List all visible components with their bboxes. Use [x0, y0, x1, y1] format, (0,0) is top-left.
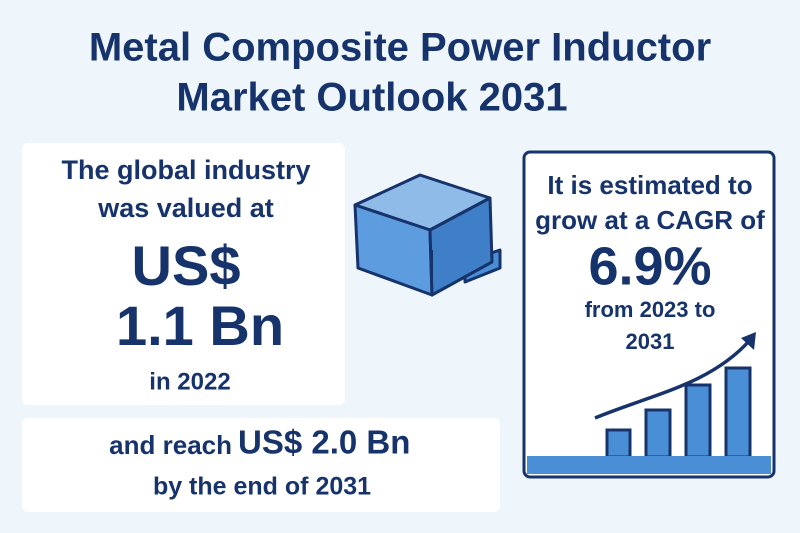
inductor-icon — [353, 173, 502, 297]
growth-line: It is estimated to — [547, 170, 752, 200]
growth-rate: 6.9% — [588, 236, 711, 296]
growth-icon — [527, 332, 771, 474]
valued-line: was valued at — [97, 193, 274, 223]
valued-line: The global industry — [61, 155, 310, 185]
valued-currency: US$ — [132, 234, 241, 297]
valued-year: in 2022 — [149, 368, 230, 395]
forecast-amount: US$ 2.0 Bn — [238, 424, 410, 461]
forecast-lead: and reach — [109, 430, 232, 460]
title-line: Metal Composite Power Inductor — [89, 26, 711, 70]
growth-period: from 2023 to — [585, 297, 716, 322]
growth-period: 2031 — [626, 329, 675, 354]
valued-amount: 1.1 Bn — [116, 294, 284, 357]
title-line: Market Outlook 2031 — [176, 76, 567, 120]
growth-line: grow at a CAGR of — [535, 205, 765, 235]
valued-card — [22, 143, 345, 405]
forecast-card — [22, 418, 500, 512]
forecast-tail: by the end of 2031 — [153, 473, 371, 501]
